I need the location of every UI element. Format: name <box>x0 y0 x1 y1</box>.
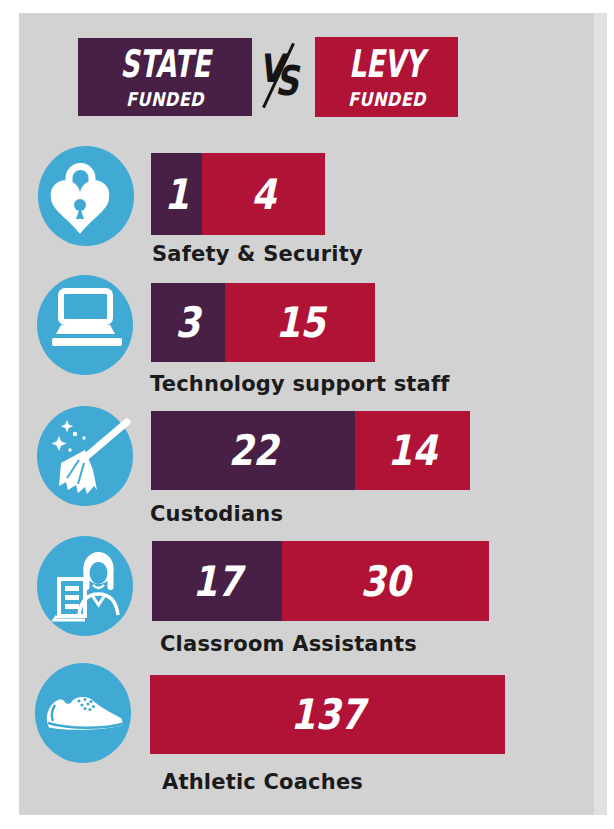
levy-bar: 137 <box>150 675 505 754</box>
levy-title: LEVY <box>349 45 424 83</box>
state-title: STATE <box>120 45 210 83</box>
levy-value: 137 <box>290 690 365 739</box>
levy-subtitle: FUNDED <box>347 88 425 110</box>
state-value: 1 <box>164 170 189 219</box>
row-label: Athletic Coaches <box>162 770 363 794</box>
sneaker-icon <box>35 663 131 763</box>
heart-lock-icon <box>38 146 134 246</box>
state-bar: 22 <box>151 411 355 490</box>
levy-funded-badge: LEVY FUNDED <box>315 37 458 117</box>
levy-value: 15 <box>275 298 325 347</box>
state-bar: 3 <box>151 283 225 362</box>
state-subtitle: FUNDED <box>126 88 204 110</box>
levy-bar: 15 <box>225 283 375 362</box>
levy-value: 14 <box>388 426 438 475</box>
laptop-icon <box>37 275 133 375</box>
row-label: Custodians <box>150 502 283 526</box>
row-label: Safety & Security <box>152 242 363 266</box>
broom-icon <box>37 406 133 506</box>
vs-letter-s: S <box>275 61 299 102</box>
row-label: Classroom Assistants <box>160 632 417 656</box>
edge-shadow <box>594 13 607 815</box>
state-bar: 17 <box>152 541 282 621</box>
row-label: Technology support staff <box>150 372 450 396</box>
state-funded-badge: STATE FUNDED <box>78 38 252 116</box>
levy-value: 30 <box>361 557 411 606</box>
levy-bar: 4 <box>202 153 325 235</box>
levy-bar: 14 <box>355 411 470 490</box>
state-value: 3 <box>176 298 201 347</box>
levy-value: 4 <box>251 170 276 219</box>
state-bar: 1 <box>151 153 202 235</box>
teacher-icon <box>37 536 133 636</box>
state-value: 17 <box>192 557 242 606</box>
state-value: 22 <box>228 426 278 475</box>
levy-bar: 30 <box>282 541 489 621</box>
